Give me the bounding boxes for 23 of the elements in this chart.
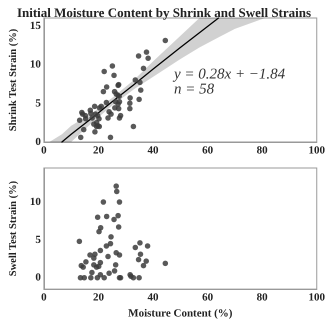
y-tick-label: 0 (35, 136, 42, 148)
x-tick-label: 60 (202, 292, 214, 304)
x-tick-label: 80 (256, 144, 268, 156)
annotation: n = 58 (174, 82, 215, 98)
y-tick-label: 5 (35, 97, 42, 110)
y-tick-label: 10 (30, 58, 42, 70)
y-tick-label: 0 (35, 272, 42, 284)
annotation: y = 0.28x + −1.84 (172, 66, 286, 82)
y-tick-label: 5 (35, 234, 42, 246)
x-tick-label: 60 (202, 144, 214, 156)
x-tick-label: 20 (92, 292, 104, 304)
y-tick-label: 10 (30, 196, 42, 208)
x-axis-title: Moisture Content (%) (128, 308, 233, 320)
x-tick-label: 40 (148, 144, 160, 156)
x-tick-label: 80 (256, 292, 268, 304)
x-tick-label: 40 (148, 292, 160, 304)
x-tick-label: 20 (92, 144, 104, 156)
y-tick-label: 15 (30, 20, 42, 32)
chart-title: Initial Moisture Content by Shrink and Swell Strains (16, 5, 312, 20)
x-tick-label: 100 (308, 144, 326, 156)
y-axis-title: Shrink Test Strain (%) (8, 28, 19, 132)
y-axis-title: Swell Test Strain (%) (8, 180, 19, 276)
x-tick-label: 100 (308, 292, 326, 304)
